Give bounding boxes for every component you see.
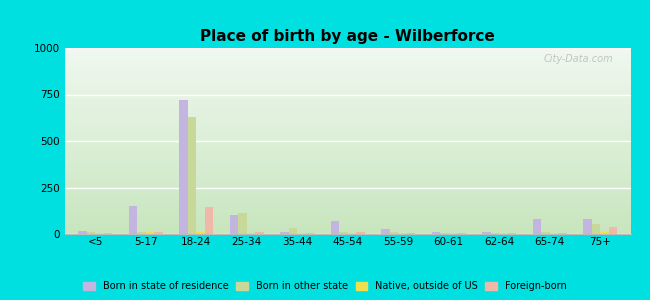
Bar	[381, 229, 389, 234]
Bar	[205, 207, 213, 234]
Bar	[583, 219, 592, 234]
Text: City-Data.com: City-Data.com	[544, 54, 614, 64]
Bar	[508, 233, 516, 234]
Bar	[188, 117, 196, 234]
Bar	[600, 232, 609, 234]
Bar	[609, 226, 618, 234]
Bar	[398, 233, 407, 234]
Legend: Born in state of residence, Born in other state, Native, outside of US, Foreign-: Born in state of residence, Born in othe…	[79, 278, 571, 295]
Bar	[407, 233, 415, 234]
Bar	[389, 232, 398, 234]
Bar	[247, 233, 255, 234]
Bar	[482, 232, 491, 234]
Bar	[146, 232, 154, 234]
Bar	[137, 232, 146, 234]
Bar	[491, 233, 499, 234]
Bar	[550, 233, 558, 234]
Bar	[179, 100, 188, 234]
Bar	[440, 233, 448, 234]
Bar	[356, 232, 365, 234]
Bar	[541, 232, 550, 234]
Bar	[229, 215, 238, 234]
Bar	[532, 219, 541, 234]
Bar	[432, 232, 440, 234]
Bar	[306, 233, 315, 234]
Bar	[448, 233, 458, 234]
Bar	[255, 232, 264, 234]
Bar	[280, 232, 289, 234]
Bar	[458, 233, 466, 234]
Title: Place of birth by age - Wilberforce: Place of birth by age - Wilberforce	[200, 29, 495, 44]
Bar	[129, 206, 137, 234]
Bar	[238, 213, 247, 234]
Bar	[348, 233, 356, 234]
Bar	[331, 221, 339, 234]
Bar	[297, 233, 306, 234]
Bar	[86, 232, 96, 234]
Bar	[104, 233, 112, 234]
Bar	[196, 232, 205, 234]
Bar	[78, 231, 86, 234]
Bar	[499, 233, 508, 234]
Bar	[558, 233, 567, 234]
Bar	[154, 232, 163, 234]
Bar	[592, 224, 600, 234]
Bar	[289, 228, 297, 234]
Bar	[339, 232, 348, 234]
Bar	[96, 233, 104, 234]
